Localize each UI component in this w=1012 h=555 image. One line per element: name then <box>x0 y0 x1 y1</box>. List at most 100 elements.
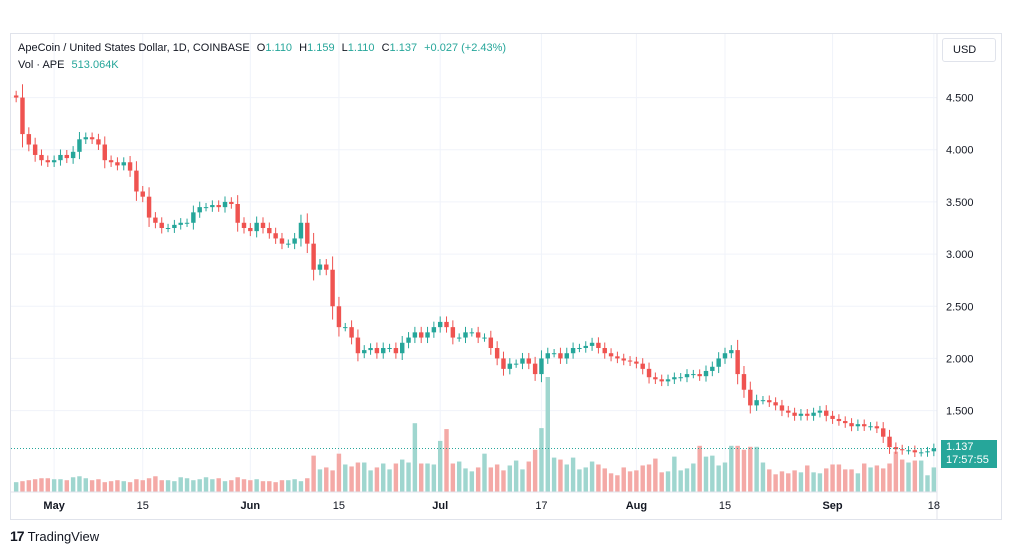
volume-bar <box>570 457 576 492</box>
candle-body <box>494 348 500 359</box>
candle-body <box>665 379 671 382</box>
candle-body <box>710 366 715 371</box>
volume-bar <box>286 480 291 492</box>
candle-body <box>880 428 886 437</box>
candle-body <box>134 170 139 192</box>
candle-body <box>545 353 550 359</box>
close-label: C <box>381 42 390 54</box>
symbol-legend: ApeCoin / United States Dollar, 1D, COIN… <box>18 42 506 54</box>
candle-body <box>805 413 810 416</box>
chart-svg[interactable]: 4.500 4.000 3.500 3.000 2.500 2.000 1.500 May 15… <box>11 34 1001 519</box>
candle-body <box>153 217 158 223</box>
volume-bar <box>121 481 126 492</box>
volume-bar <box>817 473 823 492</box>
low-label: L <box>341 42 348 54</box>
volume-bar <box>45 478 51 492</box>
candle-body <box>615 356 620 359</box>
candle-body <box>39 154 44 161</box>
volume-bar <box>564 464 569 492</box>
volume-bar <box>925 475 930 492</box>
candle-body <box>843 421 848 424</box>
candle-body <box>621 358 626 361</box>
volume-bar <box>197 479 202 492</box>
candle-body <box>260 222 266 228</box>
volume-bar <box>418 463 424 492</box>
candle-body <box>646 368 652 378</box>
candle-body <box>311 243 316 270</box>
candle-body <box>51 160 57 163</box>
candle-body <box>925 451 930 453</box>
volume-bar <box>102 482 107 492</box>
volume-bar <box>165 480 171 492</box>
volume-bar <box>153 476 158 492</box>
y-tick-label: 4.500 <box>946 93 974 105</box>
candle-body <box>235 204 240 223</box>
x-tick-label: Jul <box>432 500 448 512</box>
volume-bar <box>273 482 278 492</box>
volume-bar <box>349 466 354 492</box>
candle-body <box>760 400 766 402</box>
y-tick-label: 3.000 <box>946 249 974 261</box>
candle-body <box>570 348 576 354</box>
volume-bar <box>520 469 525 492</box>
volume-bar <box>127 482 133 492</box>
candle-body <box>241 222 247 228</box>
volume-bar <box>931 467 937 492</box>
candle-body <box>672 377 677 380</box>
candle-body <box>748 389 753 406</box>
candle-body <box>678 377 683 379</box>
volume-bar <box>773 474 778 492</box>
candle-body <box>792 412 797 416</box>
candle-body <box>653 377 658 380</box>
candle-body <box>121 162 126 166</box>
candle-body <box>798 413 804 416</box>
volume-bar <box>203 477 209 492</box>
candle-body <box>627 360 633 362</box>
volume-bar <box>501 470 506 492</box>
x-tick-label: 18 <box>928 500 940 512</box>
volume-bar <box>551 457 557 492</box>
candle-body <box>469 332 475 334</box>
volume-bar <box>178 477 183 492</box>
candle-body <box>463 332 468 338</box>
volume-bar <box>918 460 924 492</box>
y-tick-label: 4.000 <box>946 145 974 157</box>
candle-body <box>450 327 456 338</box>
volume-bar <box>456 461 462 492</box>
candle-body <box>564 353 569 359</box>
candle-body <box>722 353 728 359</box>
axis-layer: 4.500 4.000 3.500 3.000 2.500 2.000 1.500 May 15… <box>11 34 974 519</box>
currency-button[interactable]: USD <box>942 38 996 62</box>
chart-frame[interactable]: 4.500 4.000 3.500 3.000 2.500 2.000 1.500 May 15… <box>10 33 1002 520</box>
volume-bar <box>229 480 234 492</box>
tradingview-logo-text: TradingView <box>27 528 100 544</box>
candle-body <box>368 348 373 351</box>
candle-body <box>513 363 519 365</box>
volume-bar <box>545 377 550 492</box>
candle-body <box>551 353 557 355</box>
volume-label: Vol · APE <box>18 59 65 71</box>
candle-body <box>159 222 164 228</box>
candle-body <box>317 264 323 270</box>
candle-body <box>393 348 399 354</box>
x-tick-label: Jun <box>241 500 261 512</box>
candle-body <box>703 370 709 377</box>
candle-body <box>684 374 690 378</box>
y-tick-label: 3.500 <box>946 197 974 209</box>
candle-body <box>343 327 348 329</box>
candle-body <box>355 337 361 354</box>
candle-body <box>184 222 190 224</box>
candle-body <box>64 154 70 159</box>
candle-body <box>577 348 582 349</box>
volume-bar <box>431 464 437 492</box>
candle-body <box>32 144 38 155</box>
candle-body <box>197 207 202 213</box>
candle-body <box>899 449 905 451</box>
candle-body <box>418 332 424 338</box>
candle-body <box>634 361 639 364</box>
volume-bar <box>615 475 620 492</box>
volume-bar <box>659 472 664 492</box>
candle-body <box>855 424 861 427</box>
volume-bar <box>444 429 449 492</box>
tradingview-logo[interactable]: 17 TradingView <box>10 528 99 544</box>
